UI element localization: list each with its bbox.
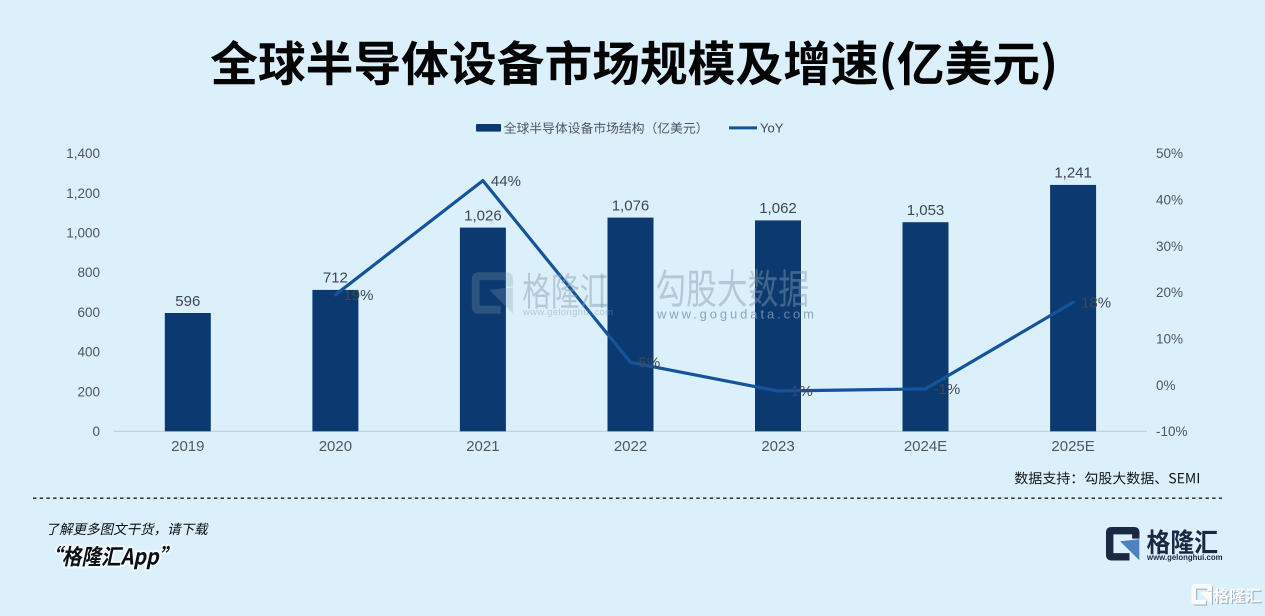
svg-text:-10%: -10% [1156,424,1188,439]
svg-text:40%: 40% [1156,192,1183,207]
svg-text:50%: 50% [1156,146,1183,161]
svg-text:600: 600 [77,305,100,320]
svg-text:1,400: 1,400 [66,146,100,161]
svg-text:1,026: 1,026 [464,207,502,224]
svg-text:20%: 20% [1156,285,1183,300]
svg-text:18%: 18% [1081,295,1111,312]
svg-text:www.gelonghui.com: www.gelonghui.com [522,307,613,318]
svg-text:2021: 2021 [466,438,499,455]
svg-text:400: 400 [77,345,100,360]
svg-text:2019: 2019 [171,438,204,455]
svg-text:-1%: -1% [934,381,961,398]
svg-text:www.gelonghui.com: www.gelonghui.com [1146,553,1223,562]
svg-text:1,053: 1,053 [907,202,945,219]
svg-text:200: 200 [77,384,100,399]
svg-text:5%: 5% [639,355,661,372]
svg-text:1,000: 1,000 [66,226,100,241]
svg-text:44%: 44% [491,173,521,190]
svg-text:YoY: YoY [760,120,784,135]
svg-text:1,076: 1,076 [612,197,650,214]
svg-text:1,200: 1,200 [66,186,100,201]
svg-text:-1%: -1% [786,383,813,400]
svg-text:10%: 10% [1156,331,1183,346]
svg-text:2025E: 2025E [1051,438,1094,455]
svg-text:30%: 30% [1156,239,1183,254]
svg-text:2020: 2020 [319,438,352,455]
svg-text:2022: 2022 [614,438,647,455]
svg-text:19%: 19% [343,287,373,304]
svg-text:2023: 2023 [761,438,794,455]
svg-text:1,241: 1,241 [1054,165,1092,182]
svg-text:1,062: 1,062 [759,200,797,217]
svg-text:2024E: 2024E [904,438,947,455]
svg-text:0: 0 [92,424,100,439]
svg-text:596: 596 [175,293,200,310]
svg-text:712: 712 [323,270,348,287]
svg-text:www.gogudata.com: www.gogudata.com [656,306,817,321]
svg-text:800: 800 [77,265,100,280]
svg-text:0%: 0% [1156,378,1176,393]
